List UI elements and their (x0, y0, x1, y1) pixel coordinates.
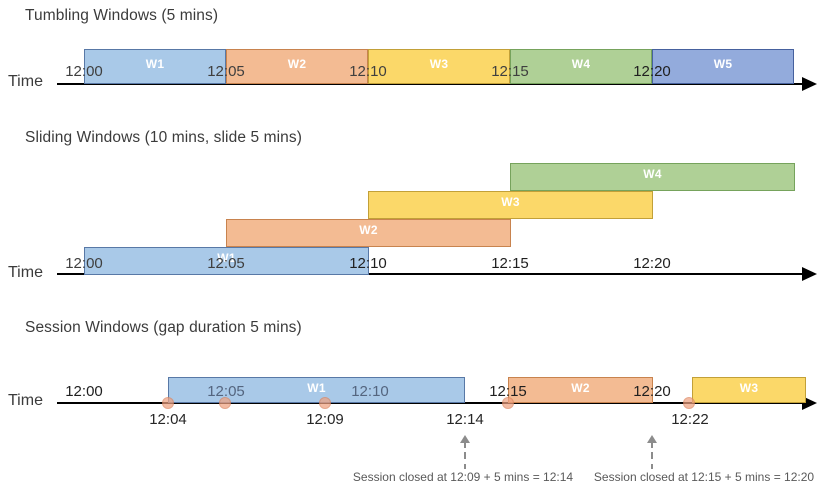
session-axis-label: Time (8, 392, 43, 409)
sliding-window-w2: W2 (226, 219, 511, 247)
session-close-annotation-2: Session closed at 12:15 + 5 mins = 12:20 (593, 470, 815, 484)
sliding-axis-label: Time (8, 264, 43, 281)
tumbling-window-w3: W3 (368, 49, 510, 84)
tumbling-axis-line (57, 83, 804, 85)
window-label: W3 (501, 195, 520, 209)
sliding-axis-line (57, 273, 804, 275)
window-label: W4 (643, 167, 662, 181)
session-axis-line (57, 402, 804, 404)
session-close-annotation-1: Session closed at 12:09 + 5 mins = 12:14 (352, 470, 574, 484)
annotation-arrow-icon (647, 435, 657, 469)
sliding-title: Sliding Windows (10 mins, slide 5 mins) (25, 129, 302, 146)
tumbling-window-w1: W1 (84, 49, 226, 84)
session-window-w1: W1 (168, 377, 465, 403)
window-label: W1 (217, 251, 236, 265)
event-dot (162, 397, 174, 409)
window-label: W1 (307, 381, 326, 395)
event-time-12-09: 12:09 (306, 411, 344, 428)
tick-12-00: 12:00 (65, 383, 103, 400)
sliding-window-w3: W3 (368, 191, 653, 219)
sliding-window-w4: W4 (510, 163, 795, 191)
window-label: W1 (145, 56, 165, 71)
window-label: W4 (571, 56, 591, 71)
event-dot (502, 397, 514, 409)
tick-12-05: 12:05 (207, 63, 245, 80)
tick-12-05: 12:05 (207, 255, 245, 272)
event-time-12-04: 12:04 (149, 411, 187, 428)
sliding-window-w1: W1 (84, 247, 369, 275)
tick-12-10: 12:10 (351, 383, 389, 400)
tick-12-15: 12:15 (489, 383, 527, 400)
tumbling-axis-arrowhead-icon (802, 77, 817, 91)
close-time-12-14: 12:14 (446, 411, 484, 428)
window-label: W5 (713, 56, 733, 71)
window-label: W3 (429, 56, 449, 71)
sliding-axis-arrowhead-icon (802, 267, 817, 281)
tumbling-window-w4: W4 (510, 49, 652, 84)
tumbling-axis-label: Time (8, 73, 43, 90)
tick-12-00: 12:00 (65, 255, 103, 272)
event-dot (319, 397, 331, 409)
event-dot (219, 397, 231, 409)
window-label: W3 (739, 381, 759, 395)
event-dot (683, 397, 695, 409)
tick-12-10: 12:10 (349, 255, 387, 272)
tick-12-20: 12:20 (633, 383, 671, 400)
window-label: W2 (359, 223, 378, 237)
tick-12-00: 12:00 (65, 63, 103, 80)
session-window-w3: W3 (692, 377, 806, 403)
tumbling-window-w5: W5 (652, 49, 794, 84)
tick-12-20: 12:20 (633, 63, 671, 80)
tick-12-20: 12:20 (633, 255, 671, 272)
session-title: Session Windows (gap duration 5 mins) (25, 319, 302, 336)
annotation-arrow-icon (460, 435, 470, 469)
window-label: W2 (287, 56, 307, 71)
tick-12-15: 12:15 (491, 63, 529, 80)
tick-12-15: 12:15 (491, 255, 529, 272)
tick-12-10: 12:10 (349, 63, 387, 80)
window-label: W2 (571, 381, 590, 395)
tumbling-title: Tumbling Windows (5 mins) (25, 7, 219, 24)
event-time-12-22: 12:22 (671, 411, 709, 428)
session-window-w2: W2 (508, 377, 653, 403)
tumbling-window-w2: W2 (226, 49, 368, 84)
tick-12-05: 12:05 (207, 383, 245, 400)
